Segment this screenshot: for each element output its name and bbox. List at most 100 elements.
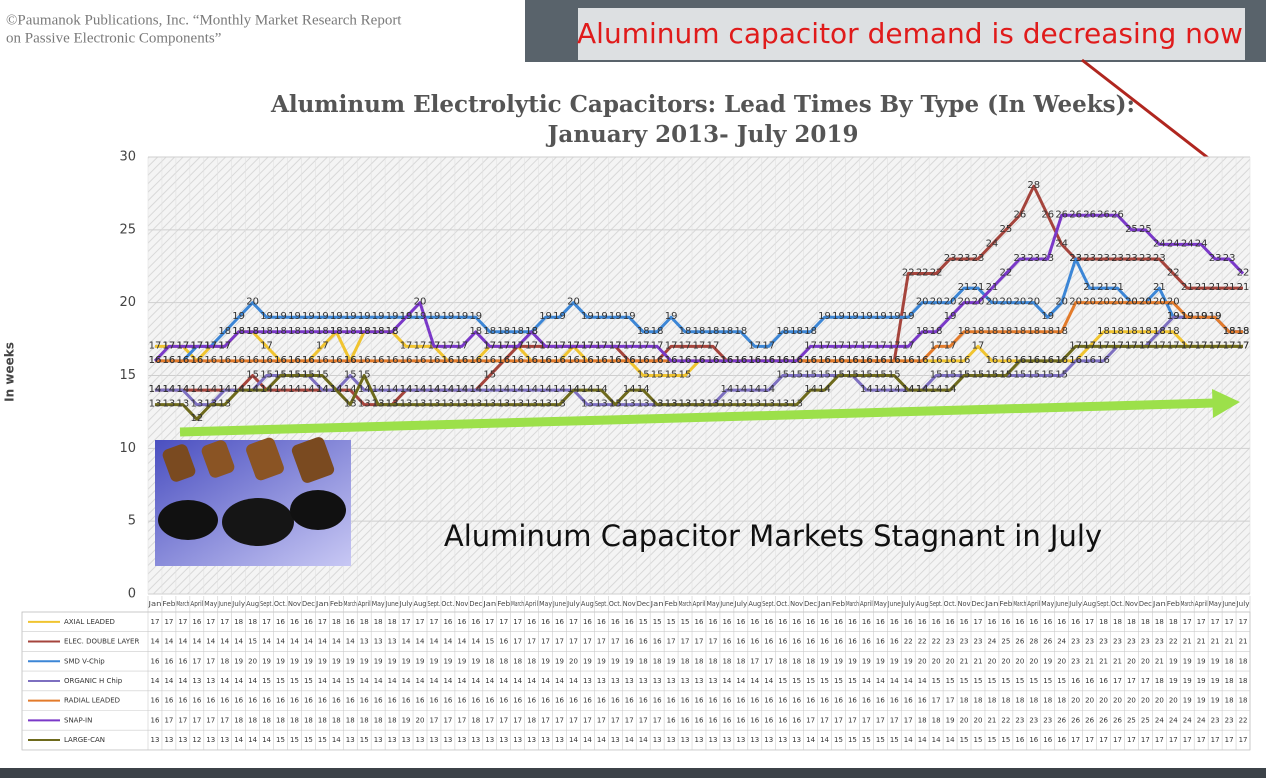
table-cell: 14 [904, 736, 913, 744]
value-label: 17 [1083, 340, 1096, 351]
table-cell: 13 [360, 638, 369, 646]
table-cell: 13 [527, 736, 536, 744]
value-label: 16 [637, 355, 650, 366]
table-cell: 17 [1141, 736, 1150, 744]
x-tick-label: June [720, 600, 734, 608]
value-label: 16 [1041, 355, 1054, 366]
table-cell: 16 [1057, 618, 1066, 626]
value-label: 16 [846, 355, 859, 366]
table-cell: 19 [1169, 677, 1178, 685]
table-cell: 16 [164, 657, 173, 665]
table-cell: 18 [918, 716, 927, 724]
value-label: 21 [1223, 282, 1236, 293]
table-cell: 18 [360, 716, 369, 724]
value-label: 16 [944, 355, 957, 366]
value-label: 15 [944, 370, 957, 381]
table-cell: 17 [1085, 618, 1094, 626]
table-cell: 14 [416, 638, 425, 646]
y-axis-label: In weeks [3, 342, 17, 402]
value-label: 19 [442, 311, 455, 322]
table-cell: 20 [960, 716, 969, 724]
table-cell: 18 [513, 657, 522, 665]
x-tick-label: Oct. [776, 600, 789, 608]
value-label: 18 [1237, 326, 1250, 337]
table-cell: 13 [485, 736, 494, 744]
table-cell: 20 [1141, 697, 1150, 705]
table-cell: 17 [402, 618, 411, 626]
value-label: 17 [218, 340, 231, 351]
value-label: 19 [400, 311, 413, 322]
value-label: 15 [958, 370, 971, 381]
x-tick-label: July [1068, 600, 1082, 608]
value-label: 17 [1237, 340, 1250, 351]
table-cell: 13 [206, 736, 215, 744]
value-label: 17 [1181, 340, 1194, 351]
value-label: 13 [637, 399, 650, 410]
x-tick-label: May [706, 600, 719, 608]
table-cell: 16 [820, 697, 829, 705]
value-label: 16 [177, 355, 190, 366]
value-label: 16 [1097, 355, 1110, 366]
table-cell: 17 [499, 618, 508, 626]
table-cell: 14 [332, 677, 341, 685]
table-cell: 18 [1169, 618, 1178, 626]
value-label: 16 [302, 355, 315, 366]
value-label: 14 [204, 384, 217, 395]
value-label: 15 [316, 370, 329, 381]
value-label: 16 [734, 355, 747, 366]
table-cell: 15 [806, 677, 815, 685]
value-label: 26 [1041, 209, 1054, 220]
value-label: 18 [986, 326, 999, 337]
table-cell: 16 [932, 618, 941, 626]
table-cell: 14 [248, 736, 257, 744]
table-cell: 13 [653, 677, 662, 685]
table-cell: 14 [332, 736, 341, 744]
table-cell: 18 [778, 657, 787, 665]
value-label: 17 [511, 340, 524, 351]
x-tick-label: April [1027, 600, 1040, 608]
value-label: 17 [972, 340, 985, 351]
value-label: 20 [1069, 297, 1082, 308]
value-label: 13 [442, 399, 455, 410]
table-cell: 16 [792, 638, 801, 646]
value-label: 18 [916, 326, 929, 337]
table-cell: 17 [848, 716, 857, 724]
value-label: 18 [330, 326, 343, 337]
value-label: 17 [804, 340, 817, 351]
value-label: 15 [1055, 370, 1068, 381]
table-cell: 22 [904, 638, 913, 646]
value-label: 16 [288, 355, 301, 366]
value-label: 16 [511, 355, 524, 366]
table-cell: 17 [764, 657, 773, 665]
x-tick-label: Sept. [930, 600, 943, 608]
table-cell: 16 [457, 618, 466, 626]
table-cell: 18 [499, 657, 508, 665]
table-cell: 17 [974, 618, 983, 626]
table-cell: 16 [708, 618, 717, 626]
table-cell: 17 [611, 716, 620, 724]
table-cell: 21 [1211, 638, 1220, 646]
table-cell: 17 [430, 716, 439, 724]
x-tick-label: Dec [1139, 600, 1152, 608]
table-cell: 13 [555, 736, 564, 744]
table-cell: 17 [541, 638, 550, 646]
table-cell: 14 [890, 677, 899, 685]
value-label: 19 [1195, 311, 1208, 322]
value-label: 13 [707, 399, 720, 410]
value-label: 23 [1041, 253, 1054, 264]
value-label: 18 [525, 326, 538, 337]
value-label: 15 [958, 370, 971, 381]
table-cell: 26 [1015, 638, 1024, 646]
value-label: 19 [832, 311, 845, 322]
table-cell: 14 [876, 677, 885, 685]
table-cell: 19 [1043, 657, 1052, 665]
table-cell: 18 [987, 697, 996, 705]
value-label: 18 [1153, 326, 1166, 337]
value-label: 15 [790, 370, 803, 381]
value-label: 17 [581, 340, 594, 351]
table-cell: 17 [1127, 677, 1136, 685]
table-cell: 13 [164, 736, 173, 744]
x-tick-label: July [901, 600, 915, 608]
table-cell: 13 [388, 736, 397, 744]
value-label: 14 [344, 384, 357, 395]
